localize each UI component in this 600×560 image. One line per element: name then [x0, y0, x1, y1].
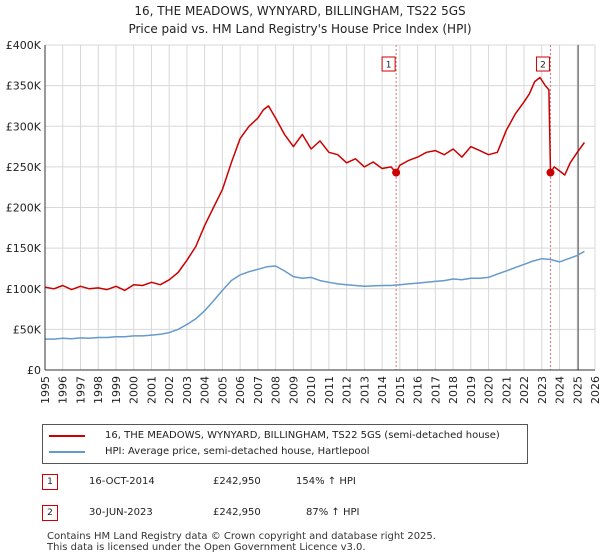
x-tick-label: 2023: [536, 376, 549, 404]
transaction-date: 30-JUN-2023: [89, 507, 153, 518]
x-tick-label: 2009: [287, 376, 300, 404]
x-tick-label: 2016: [412, 376, 425, 404]
footer-copyright: Contains HM Land Registry data © Crown c…: [47, 531, 436, 542]
transaction-row: 1 16-OCT-2014 £242,950 154% ↑ HPI: [0, 474, 600, 490]
transaction-hpi: 87% ↑ HPI: [306, 507, 360, 518]
y-tick-label: £0: [27, 364, 41, 377]
x-tick-label: 2003: [181, 376, 194, 404]
legend-label-property: 16, THE MEADOWS, WYNYARD, BILLINGHAM, TS…: [105, 430, 500, 441]
x-tick-label: 1998: [92, 376, 105, 404]
x-tick-label: 2006: [234, 376, 247, 404]
legend-swatch-property: [49, 435, 85, 437]
transaction-date: 16-OCT-2014: [89, 476, 155, 487]
y-tick-label: £100K: [6, 283, 42, 296]
x-tick-label: 2024: [554, 376, 567, 404]
x-tick-label: 2020: [483, 376, 496, 404]
x-tick-label: 1997: [74, 376, 87, 404]
legend-label-hpi: HPI: Average price, semi-detached house,…: [105, 446, 370, 457]
marker-badge-label: 1: [386, 61, 392, 71]
series-line-property: [44, 76, 586, 292]
x-tick-label: 2011: [323, 376, 336, 404]
x-tick-label: 1996: [57, 376, 70, 404]
y-tick-label: £200K: [6, 202, 42, 215]
series-line-hpi: [45, 250, 585, 340]
y-tick-label: £350K: [6, 80, 42, 93]
x-tick-label: 2013: [358, 376, 371, 404]
x-tick-label: 2012: [341, 376, 354, 404]
x-tick-label: 2005: [216, 376, 229, 404]
x-tick-label: 2002: [163, 376, 176, 404]
x-tick-label: 2021: [500, 376, 513, 404]
chart-subtitle: Price paid vs. HM Land Registry's House …: [128, 22, 472, 36]
x-tick-label: 2026: [589, 376, 600, 404]
transaction-row: 2 30-JUN-2023 £242,950 87% ↑ HPI: [0, 505, 600, 521]
transaction-badge: 2: [42, 505, 58, 521]
transaction-hpi: 154% ↑ HPI: [296, 476, 356, 487]
x-tick-label: 2001: [145, 376, 158, 404]
x-tick-label: 2015: [394, 376, 407, 404]
y-tick-label: £250K: [6, 161, 42, 174]
y-tick-label: £50K: [13, 323, 42, 336]
price-chart: £0 £50K £100K £150K £200K £250K £300K £350K £400…: [6, 39, 600, 404]
sale-point: [546, 168, 555, 177]
footer-licence: This data is licensed under the Open Gov…: [47, 542, 366, 553]
x-tick-label: 2019: [465, 376, 478, 404]
marker-badge-label: 2: [540, 61, 546, 71]
transaction-price: £242,950: [213, 507, 261, 518]
x-tick-label: 2014: [376, 376, 389, 404]
transaction-badge: 1: [42, 474, 58, 490]
x-tick-label: 2007: [252, 376, 265, 404]
x-tick-label: 2010: [305, 376, 318, 404]
legend-swatch-hpi: [49, 451, 85, 453]
x-tick-label: 2017: [429, 376, 442, 404]
x-tick-label: 2018: [447, 376, 460, 404]
x-tick-label: 2025: [571, 376, 584, 404]
y-tick-label: £400K: [6, 39, 42, 52]
marker-badge: [381, 56, 396, 72]
sale-point: [392, 168, 401, 177]
x-tick-label: 2008: [270, 376, 283, 404]
y-tick-label: £300K: [6, 120, 42, 133]
x-tick-label: 1999: [110, 376, 123, 404]
chart-title: 16, THE MEADOWS, WYNYARD, BILLINGHAM, TS…: [134, 4, 466, 18]
x-tick-label: 2004: [199, 376, 212, 404]
x-tick-label: 1995: [39, 376, 52, 404]
transaction-price: £242,950: [213, 476, 261, 487]
chart-legend: 16, THE MEADOWS, WYNYARD, BILLINGHAM, TS…: [42, 424, 528, 464]
marker-badge: [535, 56, 550, 72]
y-tick-label: £150K: [6, 242, 42, 255]
x-tick-label: 2000: [128, 376, 141, 404]
x-tick-label: 2022: [518, 376, 531, 404]
